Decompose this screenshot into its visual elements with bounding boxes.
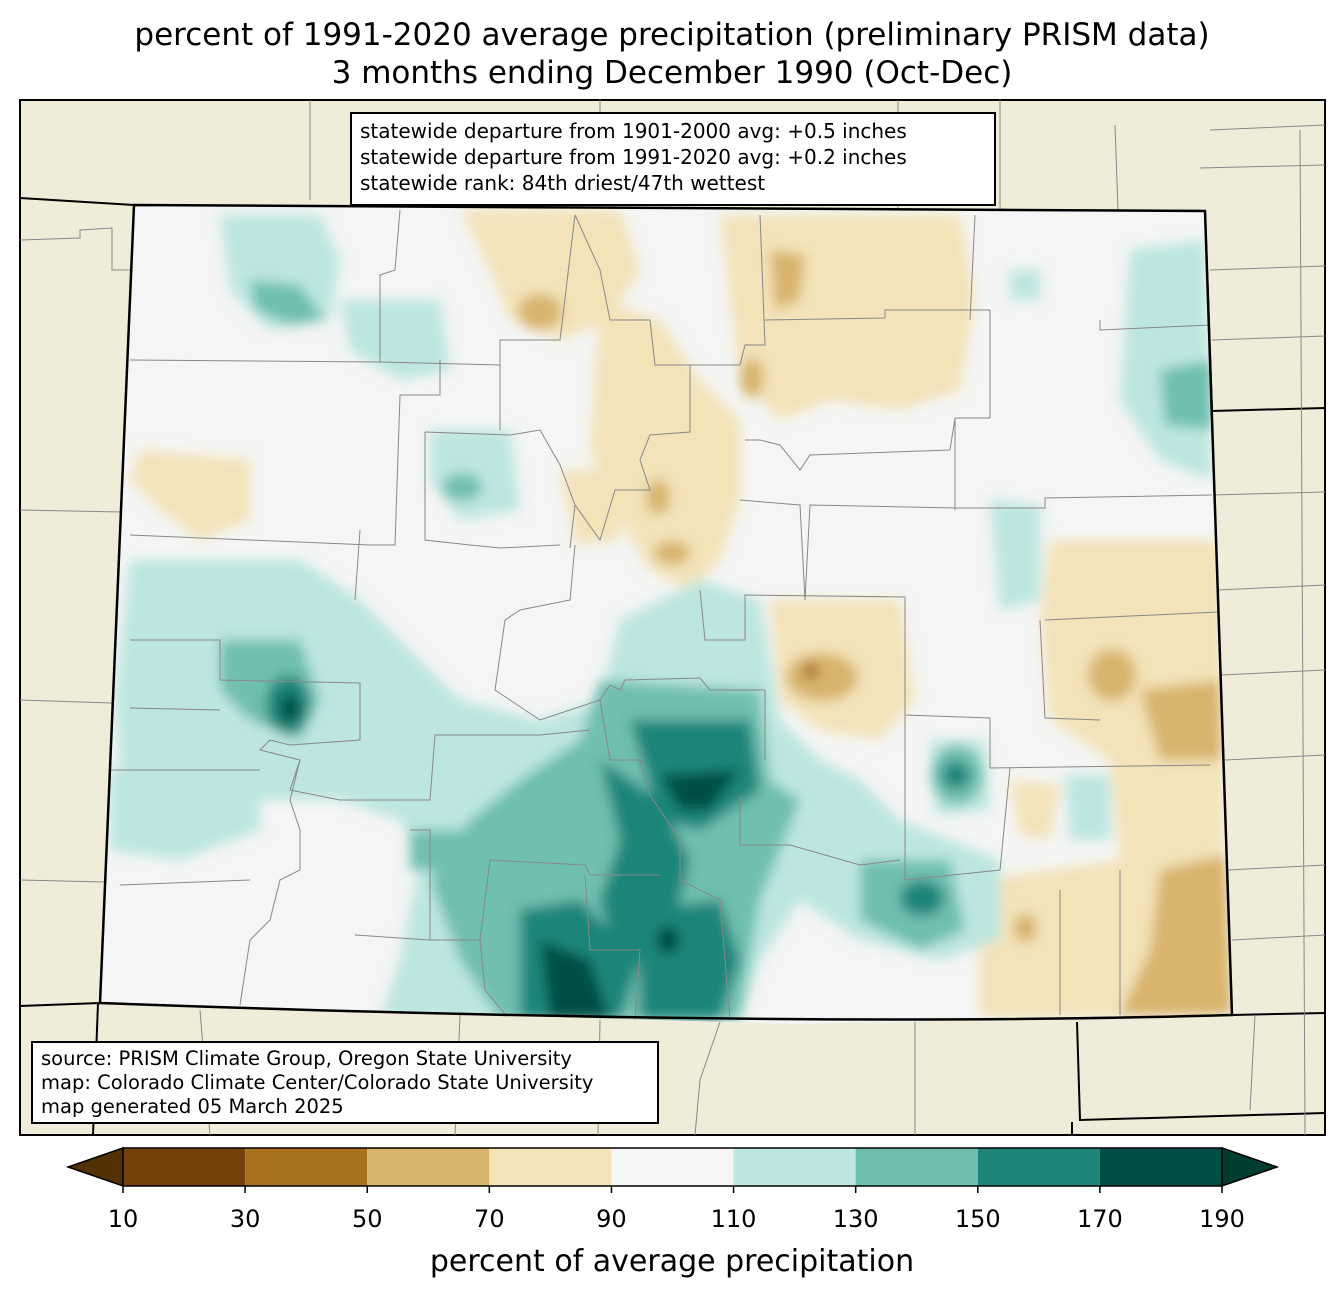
colorbar-swatch-130-150 (855, 1148, 978, 1186)
statewide-stats-box: statewide departure from 1901-2000 avg: … (350, 112, 996, 206)
colorado-border (98, 203, 1234, 1021)
colorbar-label: percent of average precipitation (429, 1244, 915, 1279)
dry-30-50-areas (803, 663, 819, 679)
map-title: percent of 1991-2020 average precipitati… (134, 17, 1210, 53)
colorbar-outline (122, 1147, 1223, 1187)
source-prism: source: PRISM Climate Group, Oregon Stat… (41, 1047, 572, 1070)
county-lines (110, 209, 1219, 1021)
precipitation-field (100, 205, 1232, 1024)
colorbar-swatch-110-130 (733, 1148, 856, 1186)
colorbar-tick-label: 170 (1076, 1205, 1123, 1233)
colorbar-tick-label: 10 (107, 1205, 139, 1233)
source-map: map: Colorado Climate Center/Colorado St… (41, 1071, 594, 1094)
colorbar-over-arrow (1221, 1146, 1280, 1188)
colorbar-tick-label: 110 (710, 1205, 757, 1233)
colorbar-tick-label: 30 (229, 1205, 261, 1233)
colorbar-swatch-70-90 (489, 1148, 612, 1186)
colorbar-swatch-10-30 (123, 1148, 246, 1186)
colorbar-swatch-30-50 (245, 1148, 368, 1186)
source-generated: map generated 05 March 2025 (41, 1095, 344, 1118)
colorbar-swatch-90-110 (611, 1148, 734, 1186)
colorbar-swatch-150-170 (977, 1148, 1100, 1186)
colorbar-tick-label: 190 (1199, 1205, 1245, 1233)
colorbar (65, 1146, 1280, 1193)
colorbar-tick-label: 130 (832, 1205, 879, 1233)
colorbar-under-arrow (65, 1146, 124, 1188)
stats-departure-1901: statewide departure from 1901-2000 avg: … (360, 119, 907, 143)
source-box: source: PRISM Climate Group, Oregon Stat… (31, 1041, 659, 1124)
colorbar-swatch-50-70 (367, 1148, 490, 1186)
colorbar-swatch-170-190 (1099, 1148, 1222, 1186)
stats-departure-1991: statewide departure from 1991-2020 avg: … (360, 145, 907, 169)
dry-70-90-areas (130, 210, 1232, 1018)
dry-50-70-areas (518, 250, 1232, 1015)
colorbar-tick-label: 70 (474, 1205, 505, 1233)
colorbar-tick-label: 50 (351, 1205, 383, 1233)
map-subtitle: 3 months ending December 1990 (Oct-Dec) (331, 55, 1013, 91)
colorbar-tick-label: 150 (954, 1205, 1001, 1233)
wet-170-190-areas (280, 694, 740, 1020)
stats-rank: statewide rank: 84th driest/47th wettest (360, 171, 766, 195)
colorbar-tick-label: 90 (596, 1205, 627, 1233)
